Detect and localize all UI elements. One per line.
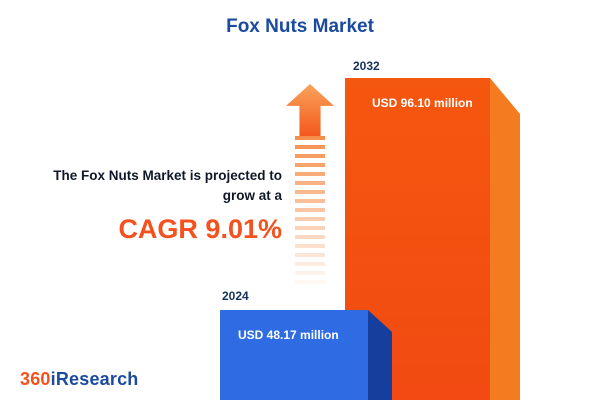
cagr-value: CAGR 9.01% xyxy=(118,214,282,244)
bar-2024-year-label: 2024 xyxy=(222,289,249,303)
growth-arrow-shaft xyxy=(295,136,325,284)
bar-2032-side-face xyxy=(490,78,520,400)
brand-logo-part-360: 360 xyxy=(20,369,51,389)
annotation-block: The Fox Nuts Market is projected to grow… xyxy=(10,166,282,245)
bar-2032-year-label: 2032 xyxy=(353,59,380,73)
brand-logo-part-iresearch: iResearch xyxy=(50,369,139,389)
chart-title: Fox Nuts Market xyxy=(226,16,374,37)
annotation-line-1: The Fox Nuts Market is projected to xyxy=(53,168,282,183)
bar-2032-value-label: USD 96.10 million xyxy=(372,96,473,110)
bar-2024-value-label: USD 48.17 million xyxy=(238,328,339,342)
annotation-line-2: grow at a xyxy=(222,188,282,203)
growth-arrow-shaft-fade xyxy=(295,136,325,284)
growth-arrow-icon xyxy=(286,84,334,136)
bar-2024 xyxy=(220,310,368,400)
brand-logo: 360iResearch xyxy=(20,369,139,390)
